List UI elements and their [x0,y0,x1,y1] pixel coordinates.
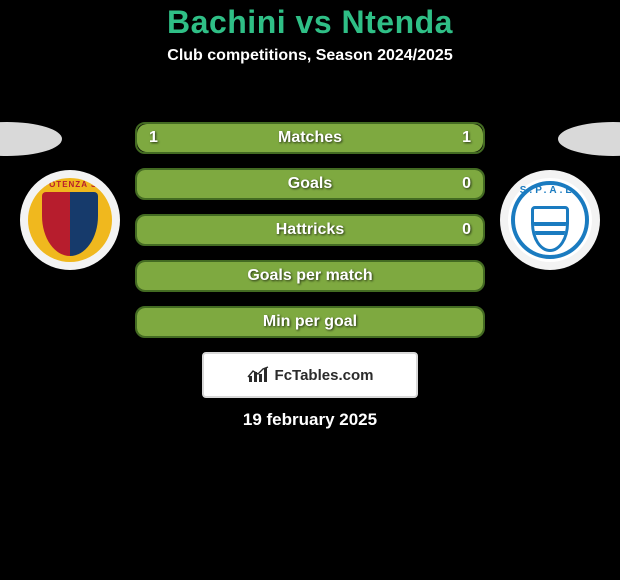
club-badge-left: POTENZA S [20,170,120,270]
club-badge-right: S.P.A.L. [500,170,600,270]
crest-right-text: S.P.A.L. [508,185,592,196]
stat-bar: 0 Hattricks [135,214,485,246]
stat-label: Goals per match [247,267,372,285]
crest-left: POTENZA S [28,178,112,262]
crest-right: S.P.A.L. [508,178,592,262]
stat-value-right: 0 [462,175,471,193]
crest-left-shield [42,192,98,256]
stat-label: Hattricks [276,221,344,239]
stat-bar: 1 1 Matches [135,122,485,154]
page-title: Bachini vs Ntenda [0,0,620,41]
player-oval-right [558,122,620,156]
stat-label: Matches [278,129,342,147]
bar-chart-icon [247,366,269,384]
date-text: 19 february 2025 [0,410,620,430]
crest-left-arc-text: POTENZA S [28,180,112,189]
stat-bar: 0 Goals [135,168,485,200]
stat-bars: 1 1 Matches 0 Goals 0 Hattricks Goals per match… [135,122,485,352]
stat-bar: Goals per match [135,260,485,292]
stat-value-left: 1 [149,129,158,147]
stat-bar: Min per goal [135,306,485,338]
stat-value-right: 0 [462,221,471,239]
brand-card: FcTables.com [202,352,418,398]
player-oval-left [0,122,62,156]
stat-label: Min per goal [263,313,357,331]
stat-value-right: 1 [462,129,471,147]
stat-label: Goals [288,175,332,193]
subtitle: Club competitions, Season 2024/2025 [0,47,620,65]
brand-text: FcTables.com [275,367,374,384]
